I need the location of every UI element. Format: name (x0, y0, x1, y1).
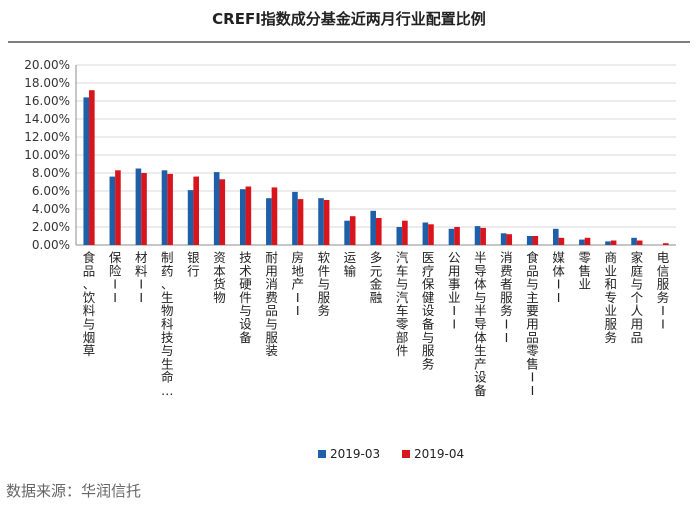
x-tick-label: 电信服务 I I (657, 250, 670, 332)
y-tick-label: 20.00% (24, 58, 70, 72)
x-tick-label: 耐用消费品与服装 (265, 250, 278, 358)
bar-2019-03-7 (266, 198, 272, 245)
bar-2019-03-19 (579, 239, 585, 245)
x-tick-label: 商业和专业服务 (605, 250, 618, 345)
title-separator (8, 41, 690, 43)
bar-2019-04-5 (219, 179, 226, 245)
legend-label: 2019-04 (414, 447, 464, 461)
bar-chart: 0.00% 2.00% 4.00% 6.00% 8.00% 10.00% 12.00% 14.… (24, 58, 676, 461)
bar-2019-03-11 (370, 210, 376, 245)
bar-2019-04-8 (297, 199, 304, 245)
bar-2019-04-4 (193, 176, 199, 245)
bar-2019-04-2 (141, 173, 147, 245)
y-tick-label: 2.00% (32, 220, 70, 234)
x-tick-label: 软件与服务 (318, 250, 331, 318)
x-tick-label: 资本货物 (213, 250, 226, 305)
bar-2019-03-0 (83, 97, 90, 246)
legend-swatch-2019-03 (318, 450, 326, 458)
bar-2019-03-10 (344, 220, 350, 245)
x-tick-label: 制药、生物科技与生命… (161, 250, 174, 398)
bar-2019-03-3 (161, 170, 168, 245)
y-tick-label: 0.00% (32, 238, 70, 252)
bar-2019-04-9 (323, 200, 330, 245)
x-tick-label: 消费者服务 I I (500, 250, 513, 345)
bar-2019-03-1 (109, 176, 116, 245)
bar-2019-03-6 (239, 189, 246, 245)
bar-2019-04-14 (454, 227, 460, 245)
y-tick-label: 4.00% (32, 202, 70, 216)
x-tick-label: 材料 I I (135, 250, 148, 305)
y-tick-label: 10.00% (24, 148, 70, 162)
source-note: 数据来源：华润信托 (6, 482, 142, 500)
x-tick-label: 零售业 (578, 250, 591, 292)
bar-2019-04-1 (115, 170, 121, 245)
x-tick-label: 汽车与汽车零部件 (396, 250, 409, 358)
legend-swatch-2019-04 (402, 450, 410, 458)
x-tick-label: 公用事业 I I (448, 250, 461, 332)
bar-2019-04-20 (610, 240, 617, 245)
x-tick-label: 媒体 I I (552, 250, 565, 305)
bar-2019-04-0 (89, 90, 95, 245)
y-tick-label: 6.00% (32, 184, 70, 198)
y-tick-label: 12.00% (24, 130, 70, 144)
bar-2019-04-21 (636, 240, 643, 245)
bar-2019-04-13 (428, 224, 434, 245)
y-tick-label: 14.00% (24, 112, 70, 126)
chart-title: CREFI指数成分基金近两月行业配置比例 (212, 10, 486, 28)
bar-2019-03-12 (396, 227, 403, 245)
bar-2019-03-16 (500, 233, 507, 245)
bar-2019-04-3 (167, 173, 173, 245)
bar-2019-04-18 (558, 237, 565, 245)
bar-2019-03-21 (631, 237, 637, 245)
x-tick-label: 家庭与个人用品 (631, 250, 644, 345)
x-tick-label: 食品与主要用品零售 I I (526, 250, 539, 398)
bar-2019-04-10 (349, 216, 356, 245)
bar-2019-04-19 (584, 237, 591, 245)
y-tick-label: 8.00% (32, 166, 70, 180)
x-tick-label: 房地产 I I (291, 250, 304, 318)
x-tick-label: 医疗保健设备与服务 (422, 250, 435, 371)
bar-2019-04-7 (271, 187, 278, 245)
bar-2019-03-18 (553, 228, 559, 245)
x-tick-label: 半导体与半导体生产设备 (474, 250, 487, 398)
x-tick-label: 运输 (344, 250, 357, 278)
bar-2019-04-12 (402, 220, 408, 245)
bar-2019-03-9 (318, 198, 324, 245)
bar-2019-04-15 (480, 227, 486, 245)
bar-2019-03-4 (187, 190, 194, 245)
x-tick-label: 银行 (187, 250, 200, 278)
bar-2019-03-14 (448, 228, 455, 245)
legend-label: 2019-03 (330, 447, 380, 461)
y-tick-label: 16.00% (24, 94, 70, 108)
x-tick-label: 保险 I I (109, 250, 122, 305)
y-tick-label: 18.00% (24, 76, 70, 90)
x-tick-label: 技术硬件与设备 (239, 250, 252, 345)
x-tick-label: 多元金融 (370, 250, 383, 305)
bar-2019-03-20 (605, 241, 611, 245)
bar-2019-04-22 (662, 243, 669, 245)
bar-2019-03-15 (474, 226, 481, 245)
chart-card: CREFI指数成分基金近两月行业配置比例 0.00% 2.00% 4.00% 6.00… (8, 10, 690, 461)
bar-2019-03-13 (422, 222, 429, 245)
bar-2019-04-16 (506, 234, 513, 245)
bar-2019-03-5 (213, 172, 220, 245)
x-tick-label: 食品、饮料与烟草 (83, 250, 96, 358)
bar-2019-03-17 (526, 236, 533, 245)
bar-2019-03-8 (292, 191, 298, 245)
bar-2019-04-17 (532, 236, 539, 245)
bar-2019-03-2 (135, 168, 142, 245)
bar-2019-04-6 (245, 186, 252, 245)
bar-2019-04-11 (376, 218, 382, 245)
